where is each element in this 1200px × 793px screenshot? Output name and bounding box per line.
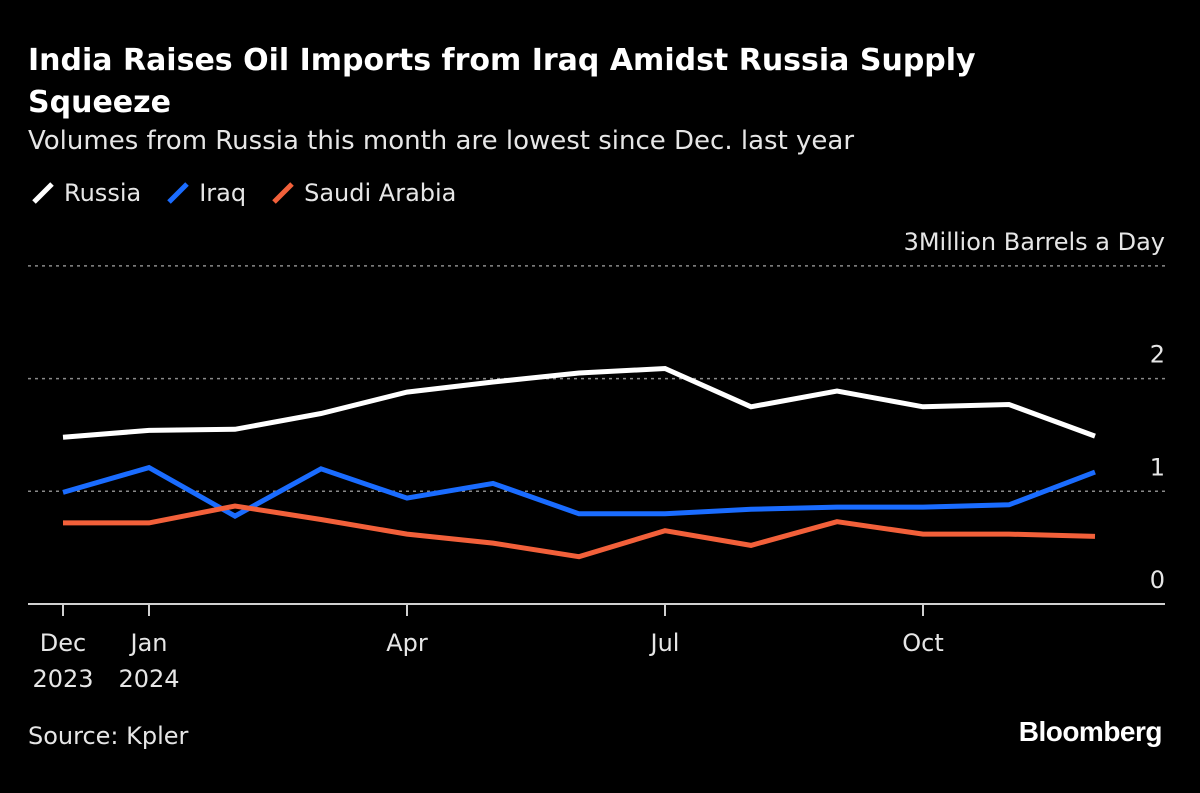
legend-label-iraq: Iraq [199, 179, 247, 207]
y-tick-label-3: 3Million Barrels a Day [904, 228, 1165, 256]
x-tick-label-jul: Jul [649, 629, 680, 657]
y-tick-label-1: 1 [1150, 453, 1165, 481]
legend-label-russia: Russia [64, 179, 142, 207]
bloomberg-logo: Bloomberg [1018, 716, 1163, 747]
x-tick-sublabel-2024: 2024 [118, 665, 179, 693]
x-tick-label-dec: Dec [40, 629, 86, 657]
y-tick-label-2: 2 [1150, 341, 1165, 369]
x-tick-label-oct: Oct [902, 629, 944, 657]
legend-item-russia: Russia [28, 178, 141, 208]
x-tick-label-apr: Apr [386, 629, 428, 657]
legend-swatch-russia [32, 182, 54, 204]
source-note: Source: Kpler [28, 722, 189, 750]
y-tick-label-0: 0 [1150, 566, 1165, 594]
legend-label-saudi-arabia: Saudi Arabia [304, 179, 457, 207]
legend-swatch-iraq [167, 182, 189, 204]
legend-item-iraq: Iraq [163, 178, 246, 208]
series-line-russia [62, 365, 1096, 440]
chart-title: India Raises Oil Imports from Iraq Amids… [28, 43, 976, 120]
legend-swatch-saudi-arabia [272, 182, 294, 204]
x-tick-sublabel-2023: 2023 [32, 665, 93, 693]
legend: Russia Iraq Saudi Arabia [28, 178, 478, 208]
x-tick-label-jan: Jan [129, 629, 168, 657]
series-line-iraq [62, 464, 1096, 519]
legend-item-saudi-arabia: Saudi Arabia [268, 178, 456, 208]
chart-subtitle: Volumes from Russia this month are lowes… [28, 126, 855, 156]
series-line-saudi-arabia [63, 503, 1096, 560]
